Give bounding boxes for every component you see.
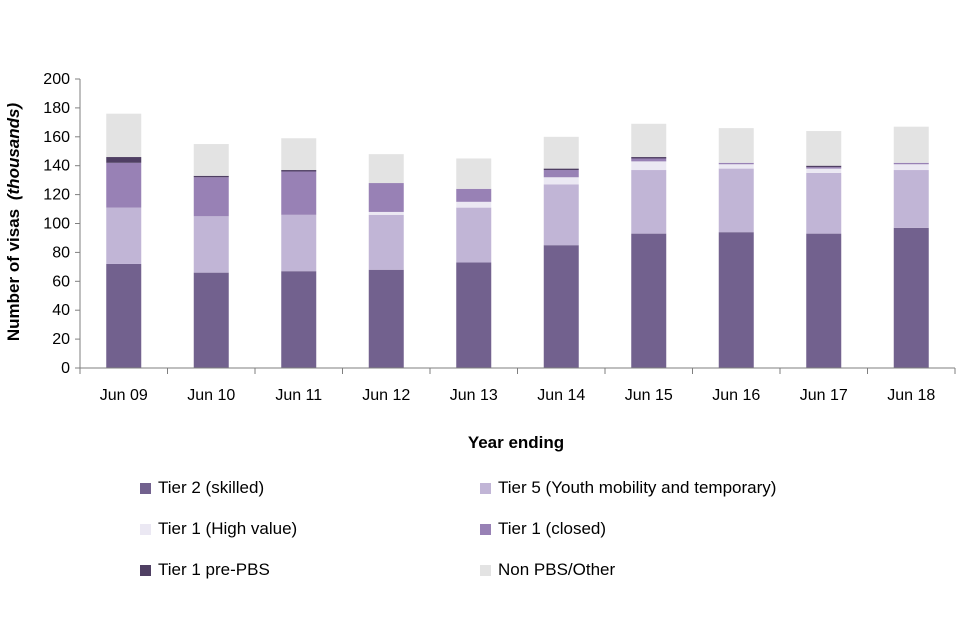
bar-segment bbox=[543, 184, 579, 246]
x-tick-label: Jun 13 bbox=[450, 387, 498, 404]
bar-segment bbox=[106, 207, 142, 264]
x-tick-label: Jun 09 bbox=[100, 387, 148, 404]
legend-item: Non PBS/Other bbox=[480, 560, 615, 580]
bar-segment bbox=[106, 113, 142, 158]
bar-segment bbox=[543, 170, 579, 178]
bar-segment bbox=[543, 168, 579, 171]
x-tick-label: Jun 18 bbox=[887, 387, 935, 404]
legend-label: Tier 5 (Youth mobility and temporary) bbox=[498, 478, 777, 497]
bar-segment bbox=[718, 162, 754, 165]
legend-item: Tier 1 (High value) bbox=[140, 519, 297, 539]
bar-segment bbox=[893, 162, 929, 165]
legend-item: Tier 2 (skilled) bbox=[140, 478, 264, 498]
legend-item: Tier 1 pre-PBS bbox=[140, 560, 270, 580]
legend-swatch bbox=[480, 564, 491, 576]
y-tick-label: 40 bbox=[52, 302, 70, 319]
y-tick-label: 20 bbox=[52, 331, 70, 348]
bar-segment bbox=[631, 170, 667, 234]
x-tick-label: Jun 17 bbox=[800, 387, 848, 404]
bar-segment bbox=[281, 214, 317, 272]
bar-segment bbox=[893, 170, 929, 228]
bar-segment bbox=[281, 171, 317, 215]
legend-item: Tier 1 (closed) bbox=[480, 519, 606, 539]
bar-segment bbox=[281, 170, 317, 172]
y-tick-label: 100 bbox=[43, 216, 70, 233]
x-tick-label: Jun 15 bbox=[625, 387, 673, 404]
bar-segment bbox=[893, 227, 929, 368]
bars-group bbox=[106, 113, 929, 368]
bar-segment bbox=[718, 168, 754, 233]
x-tick-label: Jun 16 bbox=[712, 387, 760, 404]
bar-segment bbox=[456, 201, 492, 208]
bar-segment bbox=[718, 128, 754, 163]
bar-segment bbox=[806, 131, 842, 166]
bar-segment bbox=[193, 177, 229, 217]
y-tick-label: 120 bbox=[43, 187, 70, 204]
x-tick-label: Jun 11 bbox=[275, 387, 322, 404]
legend-swatch bbox=[140, 564, 151, 576]
legend-label: Non PBS/Other bbox=[498, 560, 616, 579]
bar-segment bbox=[718, 164, 754, 169]
bar-segment bbox=[368, 269, 404, 368]
legend-swatch bbox=[140, 523, 151, 535]
bar-segment bbox=[193, 175, 229, 178]
legend-label: Tier 2 (skilled) bbox=[158, 478, 265, 497]
bar-segment bbox=[718, 232, 754, 368]
axes-group: 0 20 40 60 80 100 120 140 160 180 200 Jun 09 Jun 10 J… bbox=[43, 71, 956, 404]
bar-segment bbox=[193, 216, 229, 273]
y-tick-label: 140 bbox=[43, 158, 70, 175]
bar-segment bbox=[368, 154, 404, 184]
y-tick-label: 60 bbox=[52, 273, 70, 290]
bar-segment bbox=[631, 161, 667, 171]
legend-swatch bbox=[480, 482, 491, 494]
bar-segment bbox=[806, 172, 842, 234]
bar-segment bbox=[106, 263, 142, 368]
legend-item: Tier 5 (Youth mobility and temporary) bbox=[480, 478, 776, 498]
bar-segment bbox=[281, 138, 317, 171]
bar-segment bbox=[543, 136, 579, 169]
bar-segment bbox=[106, 162, 142, 208]
bar-segment bbox=[193, 272, 229, 368]
y-tick-label: 160 bbox=[43, 129, 70, 146]
bar-segment bbox=[631, 123, 667, 158]
bar-segment bbox=[456, 188, 492, 202]
bar-segment bbox=[806, 233, 842, 368]
x-tick-label: Jun 10 bbox=[187, 387, 235, 404]
legend-label: Tier 1 pre-PBS bbox=[158, 560, 270, 579]
bar-segment bbox=[631, 157, 667, 159]
bar-segment bbox=[893, 164, 929, 171]
y-tick-label: 200 bbox=[43, 71, 70, 88]
legend-swatch bbox=[480, 523, 491, 535]
bar-segment bbox=[543, 245, 579, 368]
y-tick-label: 80 bbox=[52, 244, 70, 261]
bar-segment bbox=[893, 126, 929, 163]
bar-segment bbox=[193, 144, 229, 176]
bar-segment bbox=[456, 262, 492, 368]
x-tick-label: Jun 14 bbox=[537, 387, 585, 404]
bar-segment bbox=[368, 211, 404, 215]
bar-segment bbox=[631, 158, 667, 162]
bar-segment bbox=[456, 207, 492, 263]
bar-segment bbox=[631, 233, 667, 368]
x-axis-title: Year ending bbox=[468, 433, 564, 452]
bar-segment bbox=[543, 177, 579, 185]
legend-label: Tier 1 (closed) bbox=[498, 519, 607, 538]
x-tick-label: Jun 12 bbox=[362, 387, 410, 404]
y-axis-title: Number of visas (thousands) bbox=[4, 103, 23, 342]
bar-segment bbox=[806, 165, 842, 168]
y-tick-label: 180 bbox=[43, 100, 70, 117]
bar-segment bbox=[806, 168, 842, 173]
bar-segment bbox=[368, 183, 404, 212]
bar-segment bbox=[806, 167, 842, 169]
bar-segment bbox=[106, 157, 142, 163]
bar-segment bbox=[281, 271, 317, 368]
y-tick-label: 0 bbox=[61, 360, 70, 377]
bar-segment bbox=[456, 158, 492, 189]
bar-segment bbox=[368, 214, 404, 270]
legend-swatch bbox=[140, 482, 151, 494]
legend-label: Tier 1 (High value) bbox=[158, 519, 298, 538]
